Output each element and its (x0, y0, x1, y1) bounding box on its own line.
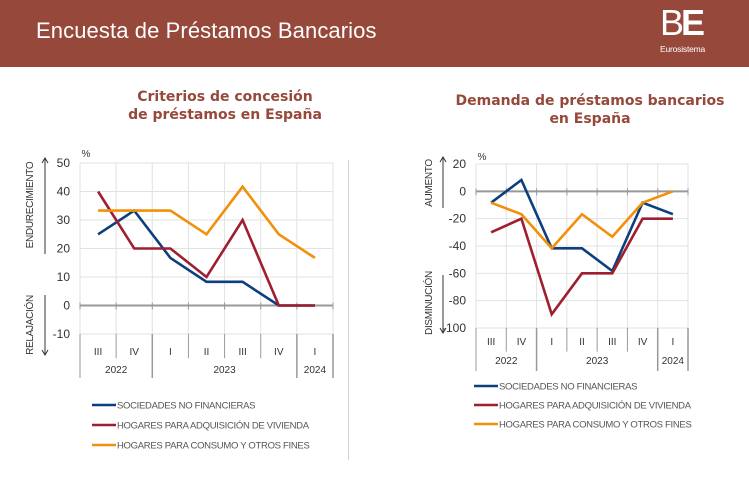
y-tick-label: -80 (449, 294, 467, 308)
year-label: 2022 (105, 365, 128, 376)
legend-label: SOCIEDADES NO FINANCIERAS (117, 401, 255, 412)
chart-title-criterios: Criterios de concesión de préstamos en E… (90, 88, 360, 124)
unit-label: % (478, 152, 487, 163)
banco-de-espana-logo: BE Eurosistema (660, 2, 720, 58)
y-tick-label: 50 (57, 156, 71, 170)
y-tick-label: -40 (449, 239, 467, 253)
year-label: 2022 (495, 356, 518, 367)
direction-label-up: AUMENTO (424, 159, 435, 207)
x-tick-label: IV (638, 337, 648, 348)
x-tick-label: I (169, 347, 172, 358)
logo-letter-b: B (660, 2, 684, 43)
legend-label: HOGARES PARA ADQUISICIÓN DE VIVIENDA (499, 401, 692, 412)
series-line-2 (98, 184, 316, 259)
series-line-1 (490, 216, 673, 318)
y-tick-label: 0 (459, 184, 466, 198)
legend-label: HOGARES PARA ADQUISICIÓN DE VIVIENDA (117, 421, 310, 432)
chart-divider (348, 160, 349, 460)
arrowhead-down-icon (41, 349, 49, 356)
y-tick-label: 40 (57, 185, 71, 199)
x-tick-label: I (550, 337, 553, 348)
x-tick-label: IV (129, 347, 139, 358)
series-line-0 (490, 177, 674, 274)
y-tick-label: -20 (449, 212, 467, 226)
x-tick-label: II (579, 337, 585, 348)
arrowhead-up-icon (439, 156, 447, 163)
x-tick-label: III (94, 347, 102, 358)
chart-title-line: Criterios de concesión (137, 89, 313, 105)
x-tick-label: III (487, 337, 495, 348)
arrowhead-up-icon (41, 157, 49, 164)
x-tick-label: II (204, 347, 210, 358)
direction-label-down: DISMINUCIÓN (422, 271, 435, 335)
year-label: 2024 (662, 356, 685, 367)
x-tick-label: III (608, 337, 616, 348)
chart-title-line: de préstamos en España (128, 107, 322, 123)
direction-label-down: RELAJACIÓN (23, 295, 36, 355)
legend-label: HOGARES PARA CONSUMO Y OTROS FINES (117, 441, 310, 452)
arrowhead-down-icon (439, 327, 447, 334)
y-tick-label: 20 (453, 157, 467, 171)
logo-letter-e: E (681, 2, 705, 43)
y-tick-label: -100 (442, 321, 466, 335)
year-label: 2023 (213, 365, 236, 376)
x-tick-label: IV (274, 347, 284, 358)
y-tick-label: 0 (63, 299, 70, 313)
page-title: Encuesta de Préstamos Bancarios (36, 18, 377, 43)
legend-label: SOCIEDADES NO FINANCIERAS (499, 382, 637, 393)
x-tick-label: I (314, 347, 317, 358)
x-tick-label: I (671, 337, 674, 348)
series-line-0 (97, 208, 315, 307)
x-tick-label: III (238, 347, 246, 358)
direction-label-up: ENDURECIMIENTO (25, 161, 36, 248)
legend-label: HOGARES PARA CONSUMO Y OTROS FINES (499, 420, 692, 431)
year-label: 2024 (304, 365, 327, 376)
y-tick-label: -60 (449, 266, 467, 280)
header-banner: Encuesta de Préstamos Bancarios BE Euros… (0, 0, 749, 67)
logo-subtitle: Eurosistema (660, 44, 706, 54)
logo-mark: BE (660, 2, 705, 43)
y-tick-label: -10 (53, 327, 71, 341)
unit-label: % (82, 149, 91, 160)
y-tick-label: 10 (57, 270, 71, 284)
chart-title-demanda: Demanda de préstamos bancarios en España (450, 92, 730, 128)
chart-title-line: en España (549, 111, 631, 127)
x-tick-label: IV (517, 337, 527, 348)
y-tick-label: 30 (57, 213, 71, 227)
year-label: 2023 (586, 356, 609, 367)
y-tick-label: 20 (57, 242, 71, 256)
chart-title-line: Demanda de préstamos bancarios (455, 93, 725, 109)
